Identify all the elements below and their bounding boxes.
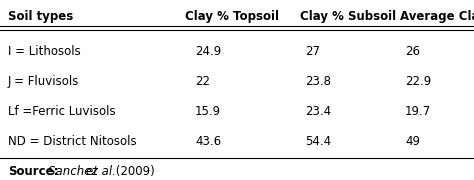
Text: Sanchez: Sanchez (48, 165, 101, 178)
Text: Soil types: Soil types (8, 10, 73, 23)
Text: Clay % Topsoil: Clay % Topsoil (185, 10, 279, 23)
Text: J = Fluvisols: J = Fluvisols (8, 75, 79, 88)
Text: 22: 22 (195, 75, 210, 88)
Text: 15.9: 15.9 (195, 105, 221, 118)
Text: 43.6: 43.6 (195, 135, 221, 148)
Text: 23.8: 23.8 (305, 75, 331, 88)
Text: ND = District Nitosols: ND = District Nitosols (8, 135, 137, 148)
Text: Clay % Subsoil: Clay % Subsoil (300, 10, 396, 23)
Text: 54.4: 54.4 (305, 135, 331, 148)
Text: 23.4: 23.4 (305, 105, 331, 118)
Text: Source:: Source: (8, 165, 58, 178)
Text: 26: 26 (405, 45, 420, 58)
Text: (2009): (2009) (112, 165, 155, 178)
Text: I = Lithosols: I = Lithosols (8, 45, 81, 58)
Text: 49: 49 (405, 135, 420, 148)
Text: 27: 27 (305, 45, 320, 58)
Text: Average Clay %: Average Clay % (400, 10, 474, 23)
Text: 19.7: 19.7 (405, 105, 431, 118)
Text: et al.: et al. (86, 165, 116, 178)
Text: Lf =Ferric Luvisols: Lf =Ferric Luvisols (8, 105, 116, 118)
Text: 22.9: 22.9 (405, 75, 431, 88)
Text: 24.9: 24.9 (195, 45, 221, 58)
